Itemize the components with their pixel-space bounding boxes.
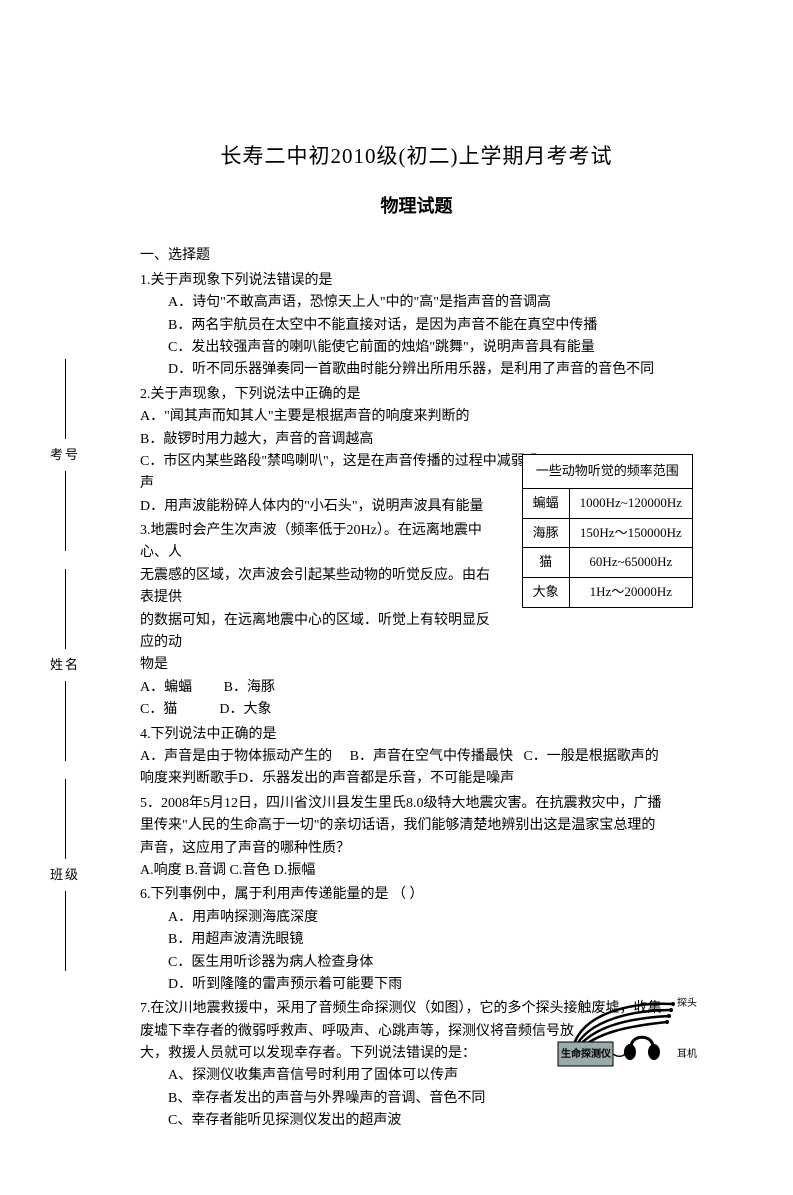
q5-opts: A.响度 B.音调 C.音色 D.振幅 — [140, 860, 693, 882]
q3-l1: 3.地震时会产生次声波（频率低于20Hz）。在远离地震中心、人 — [140, 520, 500, 565]
exam-title: 长寿二中初2010级(初二)上学期月考考试 — [140, 140, 693, 174]
q4-opts-line2: 响度来判断歌手D．乐器发出的声音都是乐音，不可能是噪声 — [140, 768, 693, 790]
q5-l1: 5．2008年5月12日，四川省汶川县发生里氏8.0级特大地震灾害。在抗震救灾中… — [140, 793, 693, 815]
detector-probe-label: 探头 — [677, 996, 697, 1012]
q1-stem: 1.关于声现象下列说法错误的是 — [140, 270, 693, 292]
q6-stem: 6.下列事例中，属于利用声传递能量的是 （ ） — [140, 884, 693, 906]
section-heading: 一、选择题 — [140, 245, 693, 267]
detector-box-label: 生命探测仪 — [561, 1047, 611, 1063]
q1-opt-d: D．听不同乐器弹奏同一首歌曲时能分辨出所用乐器，是利用了声音的音色不同 — [168, 359, 693, 381]
q3-opts-row2: C．猫 D．大象 — [140, 699, 500, 721]
q5-l2: 里传来"人民的生命高于一切"的亲切话语，我们能够清楚地辨别出这是温家宝总理的 — [140, 815, 693, 837]
q3-opt-d: D．大象 — [219, 702, 271, 717]
frequency-table: 一些动物听觉的频率范围 蝙蝠 1000Hz~120000Hz 海豚 150Hz～… — [522, 454, 693, 608]
table-row: 海豚 150Hz～150000Hz — [522, 518, 692, 548]
q6-opt-b: B．用超声波清洗眼镜 — [168, 929, 693, 951]
table-row: 蝙蝠 1000Hz~120000Hz — [522, 488, 692, 518]
q3-l2: 无震感的区域，次声波会引起某些动物的听觉反应。由右表提供 — [140, 565, 500, 610]
q7-opt-b: B、幸存者发出的声音与外界噪声的音调、音色不同 — [168, 1088, 693, 1110]
q6-opt-a: A．用声呐探测海底深度 — [168, 907, 693, 929]
freq-cell-animal: 大象 — [522, 578, 569, 608]
q3-opts-row1: A．蝙蝠 B．海豚 — [140, 677, 500, 699]
table-row: 猫 60Hz~65000Hz — [522, 548, 692, 578]
q5-l3: 声音，这应用了声音的哪种性质？ — [140, 838, 693, 860]
detector-figure: 生命探测仪 探头 耳机 — [553, 992, 693, 1072]
freq-cell-range: 1Hz～20000Hz — [569, 578, 692, 608]
q1-opt-c: C．发出较强声音的喇叭能使它前面的烛焰"跳舞"，说明声音具有能量 — [168, 337, 693, 359]
q4-opts-line1: A．声音是由于物体振动产生的 B．声音在空气中传播最快 C．一般是根据歌声的 — [140, 746, 693, 768]
exam-subject: 物理试题 — [140, 192, 693, 221]
question-3: 3.地震时会产生次声波（频率低于20Hz）。在远离地震中心、人 无震感的区域，次… — [140, 520, 500, 722]
q4-stem: 4.下列说法中正确的是 — [140, 724, 693, 746]
question-6: 6.下列事例中，属于利用声传递能量的是 （ ） A．用声呐探测海底深度 B．用超… — [140, 884, 693, 996]
freq-cell-range: 150Hz～150000Hz — [569, 518, 692, 548]
freq-cell-animal: 海豚 — [522, 518, 569, 548]
freq-table-title: 一些动物听觉的频率范围 — [522, 455, 692, 489]
freq-cell-range: 1000Hz~120000Hz — [569, 488, 692, 518]
question-1: 1.关于声现象下列说法错误的是 A．诗句"不敢高声语，恐惊天上人"中的"高"是指… — [140, 270, 693, 382]
q3-l4: 物是 — [140, 654, 500, 676]
q2-stem: 2.关于声现象，下列说法中正确的是 — [140, 384, 693, 406]
q3-opt-b: B．海豚 — [224, 680, 275, 695]
q7-opt-c: C、幸存者能听见探测仪发出的超声波 — [168, 1110, 693, 1132]
q1-opt-a: A．诗句"不敢高声语，恐惊天上人"中的"高"是指声音的音调高 — [168, 292, 693, 314]
q1-opt-b: B．两名宇航员在太空中不能直接对话，是因为声音不能在真空中传播 — [168, 315, 693, 337]
q3-opt-a: A．蝙蝠 — [140, 680, 192, 695]
freq-cell-animal: 猫 — [522, 548, 569, 578]
detector-ear-label: 耳机 — [677, 1047, 697, 1063]
question-4: 4.下列说法中正确的是 A．声音是由于物体振动产生的 B．声音在空气中传播最快 … — [140, 724, 693, 791]
q2-opt-b: B．敲锣时用力越大，声音的音调越高 — [140, 429, 693, 451]
q4-opt-c: C．一般是根据歌声的 — [523, 749, 658, 764]
q4-opt-b: B．声音在空气中传播最快 — [350, 749, 513, 764]
q3-l3: 的数据可知，在远离地震中心的区域．听觉上有较明显反应的动 — [140, 610, 500, 655]
q4-opt-a: A．声音是由于物体振动产生的 — [140, 749, 332, 764]
table-row: 大象 1Hz～20000Hz — [522, 578, 692, 608]
freq-cell-range: 60Hz~65000Hz — [569, 548, 692, 578]
freq-cell-animal: 蝙蝠 — [522, 488, 569, 518]
q2-opt-a: A．"闻其声而知其人"主要是根据声音的响度来判断的 — [140, 406, 693, 428]
q3-opt-c: C．猫 — [140, 702, 177, 717]
question-5: 5．2008年5月12日，四川省汶川县发生里氏8.0级特大地震灾害。在抗震救灾中… — [140, 793, 693, 883]
q6-opt-c: C．医生用听诊器为病人检查身体 — [168, 952, 693, 974]
